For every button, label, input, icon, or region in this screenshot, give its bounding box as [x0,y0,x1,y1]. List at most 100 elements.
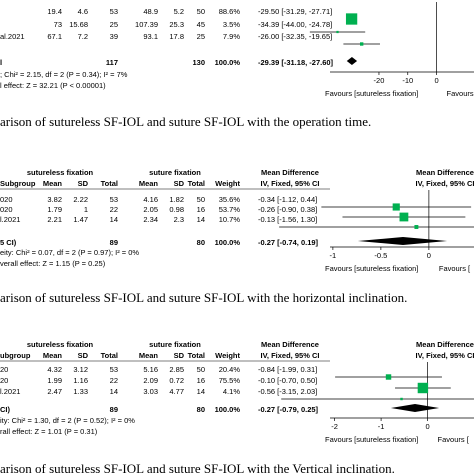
tick-label: -0.5 [374,251,387,260]
study: al.2021 [0,32,25,41]
total-weight: 100.0% [215,58,241,67]
favours-left: Favours [sutureless fixation] [325,264,418,273]
ci: -34.39 [-44.00, -24.78] [258,20,332,29]
cell: 2.05 [143,205,158,214]
col-header: Total [101,179,118,188]
effect-square [392,203,400,211]
col-header: Mean [139,351,159,360]
total-diamond [346,57,358,65]
group-header: sutureless fixation [27,340,94,349]
favours-right: Favours [ [438,435,470,444]
tick-label: -20 [374,76,385,85]
cell: 53 [110,195,118,204]
favours-right: Favours [447,89,474,98]
caption: arison of sutureless SF-IOL and suture S… [0,290,407,305]
md-header: Mean Difference [261,340,319,349]
col-header: SD [78,351,89,360]
weight: 7.9% [223,32,240,41]
col-header: Total [188,351,205,360]
cell: 2.34 [143,215,158,224]
total-n: 89 [110,405,118,414]
md-header: Mean Difference [416,168,474,177]
cell: 4.32 [47,365,62,374]
cell: 67.1 [47,32,62,41]
study: 20 [0,365,8,374]
effect-square [385,374,392,380]
cell: 22 [110,376,118,385]
col-header: ubgroup [0,351,31,360]
ci: -0.84 [-1.99, 0.31] [258,365,317,374]
total-n: 89 [110,238,118,247]
cell: 5.16 [143,365,158,374]
cell: 3.82 [47,195,62,204]
cell: 4.6 [78,7,88,16]
tick-label: -1 [330,251,337,260]
cell: 5.2 [174,7,184,16]
cell: 25 [197,32,205,41]
heterogeneity: ; Chi² = 2.15, df = 2 (P = 0.34); I² = 7… [0,70,128,79]
cell: 14 [197,215,205,224]
ci: -0.26 [-0.90, 0.38] [258,205,317,214]
cell: 53 [110,365,118,374]
col-header: Mean [139,179,159,188]
tick-label: 0 [434,76,438,85]
cell: 73 [54,20,62,29]
heterogeneity: ity: Chi² = 1.30, df = 2 (P = 0.52); I² … [0,416,135,425]
favours-left: Favours [sutureless fixation] [325,435,418,444]
cell: 2.85 [169,365,184,374]
cell: 107.39 [135,20,158,29]
total-weight: 100.0% [215,238,241,247]
total-n: 80 [197,405,205,414]
col-header: Subgroup [0,179,36,188]
total-label: l [0,58,2,67]
caption: arison of sutureless SF-IOL and suture S… [0,114,371,129]
study: l.2021 [0,215,20,224]
cell: 14 [197,387,205,396]
cell: 2.3 [174,215,184,224]
col-header: IV, Fixed, 95% CI [416,179,474,188]
cell: 2.47 [47,387,62,396]
cell: 48.9 [143,7,158,16]
col-header: Weight [215,179,240,188]
effect-square [414,225,419,229]
cell: 0.98 [169,205,184,214]
group-header: suture fixation [149,168,201,177]
ci: -0.13 [-1.56, 1.30] [258,215,317,224]
cell: 50 [197,365,205,374]
cell: 25.3 [169,20,184,29]
cell: 93.1 [143,32,158,41]
col-header: SD [78,179,89,188]
ci: -29.50 [-31.29, -27.71] [258,7,332,16]
study: 020 [0,205,13,214]
weight: 4.1% [223,387,240,396]
study: l.2021 [0,387,20,396]
cell: 1.82 [169,195,184,204]
cell: 14 [110,215,118,224]
cell: 53 [110,7,118,16]
effect-square [400,397,403,401]
total-ci: -0.27 [-0.74, 0.19] [258,238,319,247]
tick-label: -2 [331,422,338,431]
caption: arison of sutureless SF-IOL and suture S… [0,461,395,474]
weight: 10.7% [219,215,241,224]
cell: 1.79 [47,205,62,214]
total-n: 130 [192,58,205,67]
total-diamond [357,237,448,245]
col-header: Total [188,179,205,188]
heterogeneity: eity: Chi² = 0.07, df = 2 (P = 0.97); I²… [0,248,139,257]
favours-left: Favours [sutureless fixation] [325,89,418,98]
weight: 20.4% [219,365,241,374]
col-header: IV, Fixed, 95% CI [416,351,474,360]
total-diamond [390,404,440,412]
col-header: IV, Fixed, 95% CI [261,351,320,360]
group-header: suture fixation [149,340,201,349]
group-header: sutureless fixation [27,168,94,177]
effect-square [345,13,358,25]
total-n: 117 [106,58,118,67]
weight: 75.5% [219,376,241,385]
md-header: Mean Difference [261,168,319,177]
weight: 53.7% [219,205,241,214]
total-n: 80 [197,238,205,247]
effect-square [399,212,409,222]
overall-effect: l effect: Z = 32.21 (P < 0.00001) [0,81,106,90]
